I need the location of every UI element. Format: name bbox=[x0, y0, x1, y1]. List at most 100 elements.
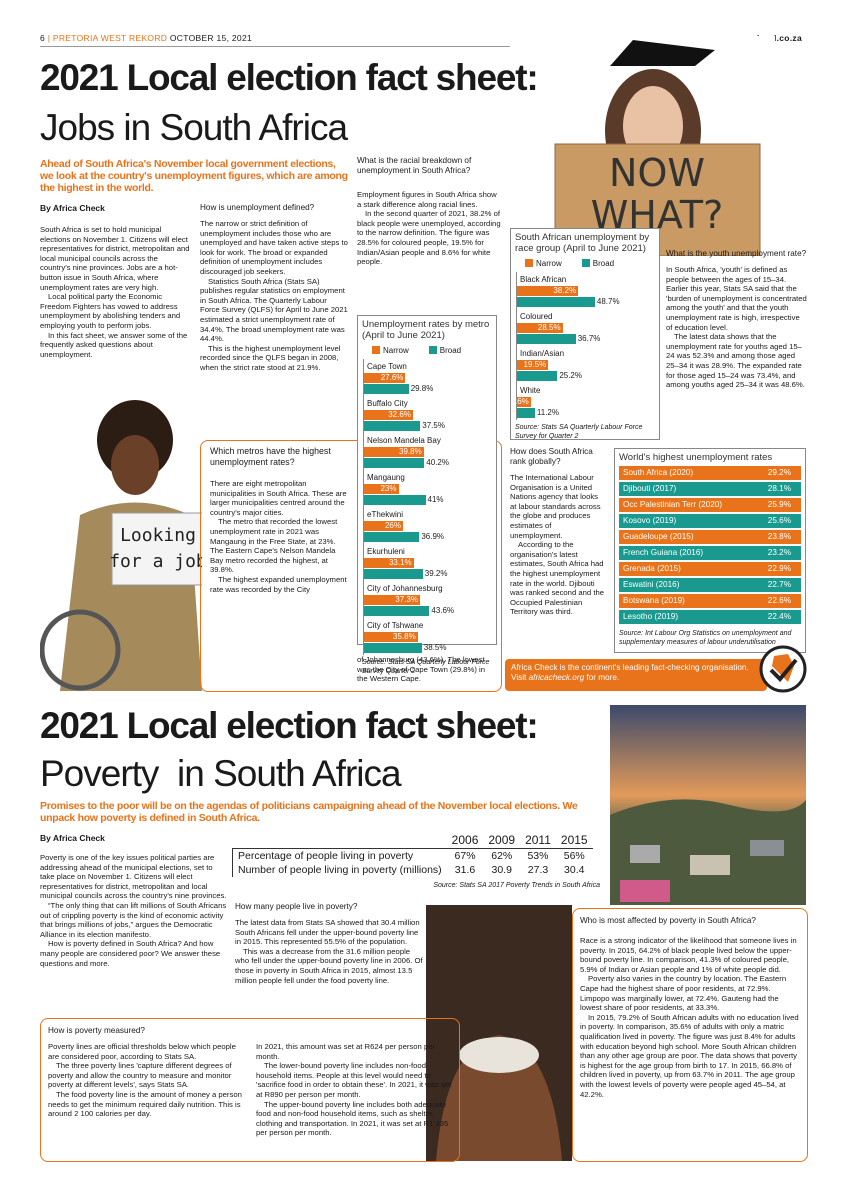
intro-column: South Africa is set to hold municipal el… bbox=[40, 225, 190, 393]
paragraphs: Employment figures in South Africa show … bbox=[357, 190, 502, 267]
paragraph: Race is a strong indicator of the likeli… bbox=[580, 936, 797, 974]
cell: 62% bbox=[491, 850, 513, 862]
value-label: 40.2% bbox=[426, 458, 449, 467]
bar-row: 27.6% bbox=[364, 373, 496, 383]
house bbox=[630, 845, 660, 863]
paragraphs: Poverty lines are official thresholds be… bbox=[48, 1042, 246, 1119]
country: French Guiana (2016) bbox=[623, 548, 704, 557]
category-label: Coloured bbox=[520, 312, 553, 321]
logo-check bbox=[769, 658, 798, 682]
heading: Who is most affected by poverty in South… bbox=[580, 916, 756, 925]
bar: 48.7% bbox=[517, 297, 620, 307]
paragraph: In this fact sheet, we answer some of th… bbox=[40, 330, 188, 359]
category-label: Mangaung bbox=[367, 473, 405, 482]
title: 2021 Local election fact sheet: bbox=[40, 57, 539, 98]
heading: How does South Africa rank globally? bbox=[510, 447, 593, 466]
world-table: World's highest unemployment rates South… bbox=[614, 448, 806, 653]
paragraph: South Africa is set to hold municipal el… bbox=[40, 225, 190, 292]
legend-swatch bbox=[581, 259, 590, 267]
bar-row: 36.7% bbox=[517, 334, 659, 344]
paragraph: Employment figures in South Africa show … bbox=[357, 190, 497, 209]
heading: How is unemployment defined? bbox=[200, 203, 315, 212]
value-label: 38.2% bbox=[553, 286, 577, 295]
lead: Ahead of South Africa's November local g… bbox=[40, 158, 348, 194]
legend-item: Broad bbox=[428, 346, 461, 355]
bar-row: 40.2% bbox=[364, 458, 496, 468]
bar: 8.6% bbox=[511, 397, 531, 407]
rate: 29.2% bbox=[767, 468, 791, 477]
country: Guadeloupe (2015) bbox=[623, 532, 694, 541]
category-label: Buffalo City bbox=[367, 399, 408, 408]
bar-row: 25.2% bbox=[517, 371, 659, 381]
country: Occ Palestinian Terr (2020) bbox=[623, 500, 723, 509]
bar-row: 39.8% bbox=[364, 447, 496, 457]
row-label: Percentage of people living in poverty bbox=[231, 848, 447, 863]
country: Eswatini (2016) bbox=[623, 580, 680, 589]
bar: 19.5% bbox=[517, 360, 549, 370]
chart-body: Black African 38.2% 48.7% Coloured 28.5% 36.7… bbox=[511, 272, 659, 420]
bar-row: 48.7% bbox=[517, 297, 659, 307]
header-rule bbox=[40, 46, 510, 47]
category-group: Black African 38.2% 48.7% bbox=[516, 272, 659, 309]
rate: 23.8% bbox=[767, 532, 791, 541]
subtitle: Jobs in South Africa bbox=[40, 107, 348, 148]
rate: 23.2% bbox=[767, 548, 791, 557]
paragraph: The latest data from Stats SA showed tha… bbox=[235, 918, 420, 947]
chart-source: Source: Stats SA Quarterly Labour Force … bbox=[362, 659, 490, 675]
legend-item: Broad bbox=[581, 259, 614, 268]
bar-row: 37.5% bbox=[364, 421, 496, 431]
bar-row: 28.5% bbox=[517, 323, 659, 333]
measured-column-1: How is poverty measured? Poverty lines a… bbox=[48, 1026, 246, 1158]
rate: 28.1% bbox=[767, 484, 791, 493]
country: Kosovo (2019) bbox=[623, 516, 677, 525]
paragraph: The metro that recorded the lowest unemp… bbox=[210, 517, 338, 575]
value-label: 33.1% bbox=[388, 558, 412, 567]
category-label: Black African bbox=[520, 275, 567, 284]
column-header: 2011 bbox=[520, 832, 556, 849]
cell: 67% bbox=[454, 850, 476, 862]
africa-check-logo bbox=[759, 645, 807, 693]
legend: Narrow Broad bbox=[358, 344, 496, 359]
value-label: 43.6% bbox=[431, 606, 455, 615]
category-group: Cape Town 27.6% 29.8% bbox=[363, 359, 496, 396]
bar: 38.2% bbox=[517, 286, 579, 296]
category-group: Nelson Mandela Bay 39.8% 40.2% bbox=[363, 433, 496, 470]
bar: 23% bbox=[364, 484, 399, 494]
legend-item: Narrow bbox=[372, 346, 409, 355]
bar-row: 19.5% bbox=[517, 360, 659, 370]
legend: Narrow Broad bbox=[511, 257, 659, 272]
bar-row: 38.2% bbox=[517, 286, 659, 296]
category-group: White 8.6% 11.2% bbox=[511, 383, 659, 420]
bar: 39.2% bbox=[364, 569, 447, 579]
bar: 41% bbox=[364, 495, 444, 505]
chart-title: South African unemployment by race group… bbox=[515, 232, 650, 254]
category-group: City of Johannesburg 37.3% 43.6% bbox=[363, 581, 496, 618]
paragraph: How is poverty defined in South Africa? … bbox=[40, 939, 221, 968]
category-group: Buffalo City 32.6% 37.5% bbox=[363, 396, 496, 433]
table-title: World's highest unemployment rates bbox=[619, 452, 773, 463]
category-label: City of Tshwane bbox=[367, 621, 424, 630]
paragraphs: The narrow or strict definition of unemp… bbox=[200, 219, 348, 373]
table-row: Djibouti (2017) 28.1% bbox=[619, 482, 801, 496]
poverty-table-wrap: 2006 2009 2011 2015 Percentage of people liv… bbox=[231, 832, 604, 891]
paragraph: The lower-bound poverty line includes no… bbox=[256, 1061, 452, 1099]
metro-chart: Unemployment rates by metro (April to Ju… bbox=[357, 315, 497, 675]
jobseeker-photo: Looking for a job bbox=[40, 395, 202, 691]
table-row: Eswatini (2016) 22.7% bbox=[619, 578, 801, 592]
rate: 22.4% bbox=[767, 612, 791, 621]
cell: 30.9 bbox=[491, 864, 512, 876]
sign-text: for a job bbox=[109, 551, 202, 572]
rate: 25.6% bbox=[767, 516, 791, 525]
legend-swatch bbox=[372, 346, 380, 354]
race-column: What is the racial breakdown of unemploy… bbox=[357, 156, 502, 306]
cell: 31.6 bbox=[454, 864, 476, 876]
table-source: Source: Stats SA 2017 Poverty Trends in … bbox=[433, 882, 600, 889]
house bbox=[750, 840, 784, 856]
paragraph: Poverty is one of the key issues politic… bbox=[40, 853, 227, 901]
paragraphs: The latest data from Stats SA showed tha… bbox=[235, 918, 423, 985]
bar: 26% bbox=[364, 521, 403, 531]
value-label: 28.5% bbox=[537, 323, 561, 332]
rice bbox=[459, 1037, 539, 1073]
category-group: Ekurhuleni 33.1% 39.2% bbox=[363, 544, 496, 581]
